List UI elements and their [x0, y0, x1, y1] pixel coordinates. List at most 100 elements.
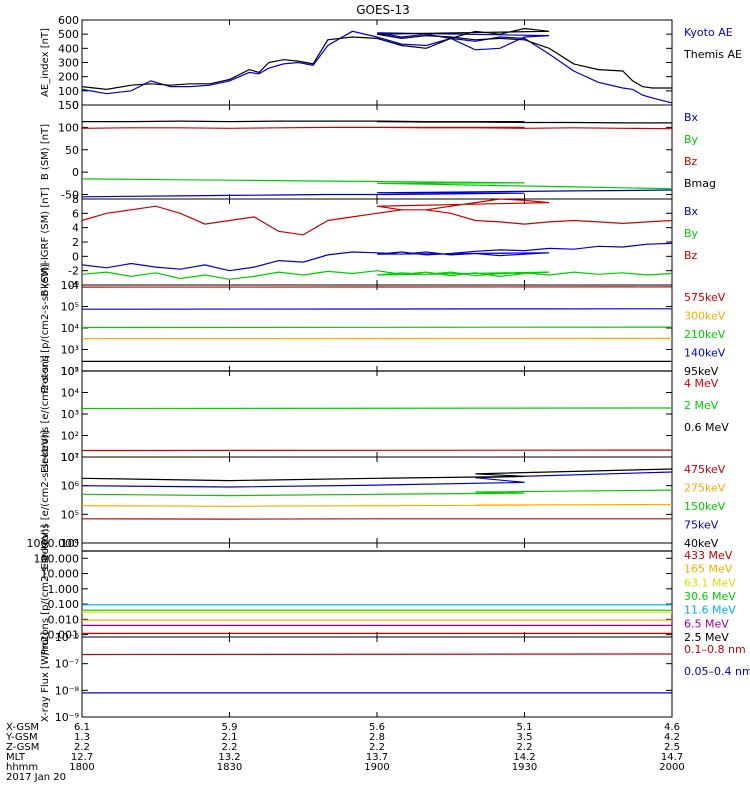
y-tick-label: 200: [58, 71, 79, 84]
plot-title: GOES-13: [356, 3, 410, 17]
y-tick-label: -50: [61, 189, 79, 202]
y-tick-label: 2: [72, 236, 79, 249]
series-line-40kev: [81, 468, 673, 482]
y-tick-label: 10⁴: [61, 387, 80, 400]
coord-row-value: 13.7: [366, 752, 388, 763]
coord-row-value: 5.1: [517, 722, 533, 733]
legend-entry: 75keV: [684, 519, 719, 532]
panel-6: 10⁴ 10⁵ 10⁶ 10⁷ Electrons [e/(cm2-s-sr-keV)]…: [40, 430, 726, 569]
coord-row-value: 1900: [364, 762, 389, 773]
y-tick-label: 4: [72, 222, 79, 235]
panel-4: 10² 10³ 10⁴ 10⁵ 10⁶ Protons [p/(cm2-s-sr-keV)…: [40, 263, 726, 394]
y-tick-label: 0.001: [48, 629, 80, 642]
y-tick-label: 10⁴: [61, 537, 80, 550]
legend-entry: 30.6 MeV: [684, 590, 736, 603]
y-tick-label: 10⁶: [61, 480, 80, 493]
panel-frame: [81, 370, 673, 458]
series-line-bz: [81, 198, 673, 236]
y-tick-label: 10⁵: [61, 508, 79, 521]
series-line-by: [81, 178, 673, 190]
coord-row-value: 2.2: [517, 742, 533, 753]
legend-entry: 140keV: [684, 347, 726, 360]
coord-row-value: 1800: [69, 762, 94, 773]
panel-frame: [81, 456, 673, 544]
coord-row-label: MLT: [6, 752, 26, 763]
coord-row-value: 5.6: [369, 722, 385, 733]
y-tick-label: 6: [72, 207, 79, 220]
y-tick-label: 10⁴: [61, 322, 80, 335]
panel-7: 0.001 0.010 0.100 1.000 10.000 100.000 1000.00…: [27, 525, 737, 656]
y-tick-label: 0.100: [48, 598, 80, 611]
legend-entry: 165 MeV: [684, 563, 733, 576]
series-line-0-1-0-8-nm: [81, 653, 673, 656]
y-tick-label: 100: [58, 121, 79, 134]
legend-entry: 0.05–0.4 nm: [684, 665, 750, 678]
coord-row-value: 6.1: [74, 722, 90, 733]
panel-frame: [81, 198, 673, 286]
legend-entry: By: [684, 227, 699, 240]
y-axis-label: B (SM) [nT]: [40, 124, 51, 180]
legend-entry: 2.5 MeV: [684, 631, 729, 644]
coord-row-value: 1.3: [74, 732, 90, 743]
y-tick-label: 10⁻⁶: [55, 631, 80, 644]
coord-row-value: 2.5: [664, 742, 680, 753]
y-axis-label: X-ray Flux [W/m2]: [40, 632, 51, 723]
coord-row-value: 1830: [217, 762, 242, 773]
time-axis: X-GSM 6.1 5.9 5.6 5.1 4.6 Y-GSM 1.3 2.1 2.8 3.5 4.2…: [5, 722, 685, 783]
legend-entry: 40keV: [684, 537, 719, 550]
y-tick-label: 10⁻⁸: [55, 684, 80, 697]
coord-row-value: 4.2: [664, 732, 680, 743]
y-axis-label: Protons [p/(cm2-s-sr-keV)]: [40, 263, 51, 394]
y-tick-label: 500: [58, 28, 79, 41]
series-line-150kev: [81, 489, 673, 497]
y-tick-label: 400: [58, 42, 79, 55]
y-axis-label: AE_index [nT]: [40, 28, 51, 97]
date-label: 2017 Jan 20: [6, 772, 66, 783]
legend-entry: Bz: [684, 155, 698, 168]
y-axis-label: Protons [p/(cm2-s-sr-keV)]: [40, 525, 51, 656]
legend-entry: 0.6 MeV: [684, 421, 729, 434]
legend-entry: 575keV: [684, 291, 726, 304]
legend-entry: Kyoto AE: [684, 26, 733, 39]
coord-row-value: 2.2: [222, 742, 238, 753]
series-line-bx: [81, 242, 673, 272]
y-tick-label: 1.000: [48, 583, 80, 596]
series-line-2-mev: [81, 407, 673, 410]
y-tick-label: 10⁶: [61, 279, 80, 292]
y-tick-label: 0: [72, 250, 79, 263]
panel-frame: [81, 104, 673, 200]
y-tick-label: 10⁵: [61, 301, 79, 314]
coord-row-label: Z-GSM: [6, 742, 39, 753]
y-tick-label: 10⁵: [61, 365, 79, 378]
y-tick-label: 10⁻⁹: [55, 711, 79, 724]
legend-entry: 210keV: [684, 328, 726, 341]
legend-entry: 4 MeV: [684, 377, 719, 390]
y-tick-label: 10⁷: [61, 451, 79, 464]
y-tick-label: 0: [72, 99, 79, 112]
coord-row-value: 1930: [512, 762, 537, 773]
legend-entry: 2 MeV: [684, 399, 719, 412]
y-tick-label: 0.010: [48, 613, 80, 626]
panel-8: 10⁻⁹ 10⁻⁸ 10⁻⁷ 10⁻⁶ X-ray Flux [W/m2] 0.1–0.8…: [40, 631, 750, 724]
y-tick-label: 300: [58, 57, 79, 70]
series-line-themis-ae: [81, 27, 672, 91]
y-tick-label: 50: [65, 144, 79, 157]
legend-entry: 275keV: [684, 482, 726, 495]
y-tick-label: 10³: [61, 344, 79, 357]
y-axis-label: Electrons [e/(cm2-s-sr-keV)]: [40, 430, 51, 569]
coord-row-value: 13.2: [218, 752, 240, 763]
y-tick-label: 10²: [61, 430, 79, 443]
legend-entry: 475keV: [684, 463, 726, 476]
series-line-bz: [81, 126, 673, 130]
y-tick-label: 10³: [61, 408, 79, 421]
series-line-275kev: [81, 503, 673, 507]
y-tick-label: 10¹: [61, 451, 79, 464]
legend-entry: 6.5 MeV: [684, 617, 729, 630]
series-line-kyoto-ae: [81, 30, 673, 104]
series-line-by: [81, 270, 673, 280]
coord-row-value: 2.1: [222, 732, 238, 743]
legend-entry: 300keV: [684, 310, 726, 323]
panel-frame: [81, 542, 673, 638]
coord-row-label: Y-GSM: [5, 732, 38, 743]
panel-frame: [81, 636, 673, 718]
